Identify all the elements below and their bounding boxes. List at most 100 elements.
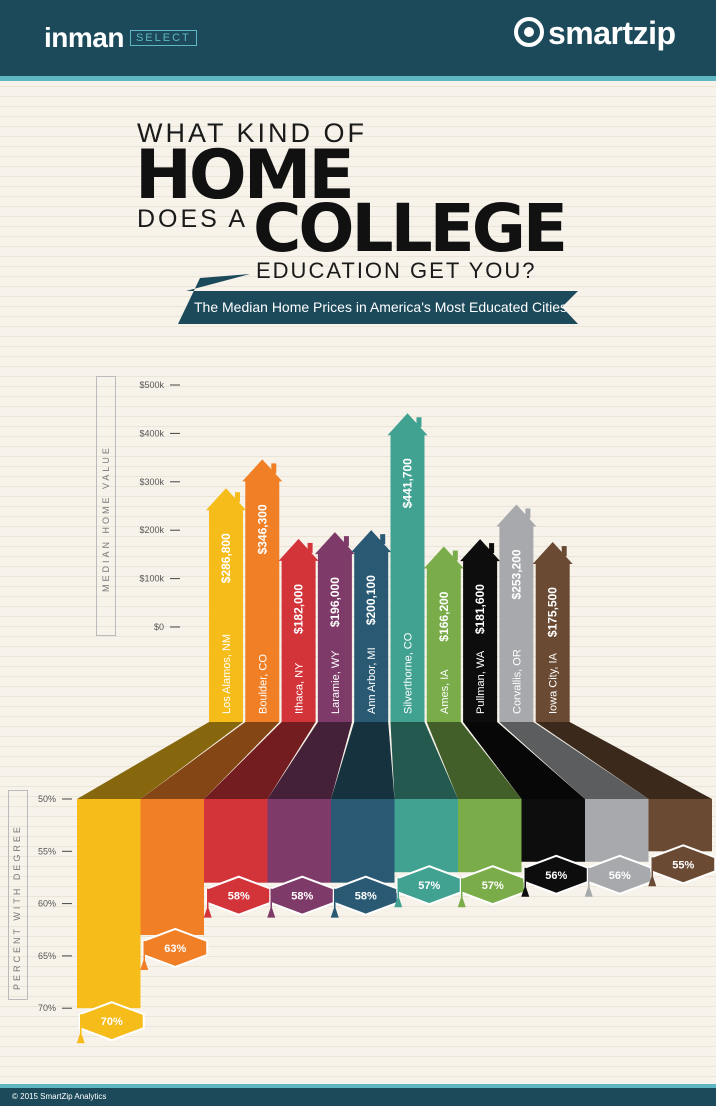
- connector-band: [140, 722, 280, 799]
- subtitle-banner: The Median Home Prices in America's Most…: [178, 291, 578, 324]
- y2-tick-label: 70%: [38, 1003, 56, 1013]
- chimney: [561, 546, 567, 557]
- degree-label: 58%: [355, 891, 377, 903]
- degree-column: [394, 799, 458, 873]
- degree-label: 55%: [672, 859, 694, 871]
- home-value-bar: [423, 546, 464, 722]
- connector-band: [204, 722, 316, 799]
- tassel-end: [584, 884, 593, 897]
- tassel-end: [648, 874, 657, 887]
- degree-label: 56%: [545, 870, 567, 882]
- degree-column: [77, 799, 141, 1009]
- home-value-bar: [496, 504, 537, 722]
- home-value-label: $286,800: [219, 533, 233, 583]
- city-label: Pullman, WA: [475, 650, 487, 714]
- home-value-bar: [532, 542, 573, 722]
- smartzip-target-icon: [514, 17, 544, 47]
- tassel-end: [457, 895, 466, 908]
- header-bar: inman SELECT smartzip: [0, 0, 716, 81]
- degree-hexagon: [78, 1001, 145, 1042]
- degree-column: [521, 799, 585, 862]
- degree-label: 63%: [164, 943, 186, 955]
- smartzip-logo: smartzip: [514, 15, 676, 52]
- city-label: Ithaca, NY: [294, 662, 306, 714]
- home-value-bar: [460, 539, 501, 722]
- chimney: [525, 508, 531, 519]
- y2-tick-label: 50%: [38, 794, 56, 804]
- home-value-label: $253,200: [509, 549, 523, 599]
- chimney: [380, 534, 386, 545]
- home-value-label: $441,700: [401, 458, 415, 508]
- city-label: Ann Arbor, MI: [366, 647, 378, 714]
- degree-hexagon: [650, 844, 716, 885]
- degree-column: [648, 799, 712, 852]
- home-value-label: $182,000: [292, 584, 306, 634]
- home-value-label: $346,300: [255, 504, 269, 554]
- chimney: [489, 543, 495, 554]
- title-line-2: HOME: [135, 136, 355, 215]
- degree-label: 57%: [482, 880, 504, 892]
- select-tag: SELECT: [129, 30, 197, 46]
- home-value-bar: [242, 459, 283, 722]
- tassel-end: [330, 905, 339, 918]
- chimney: [271, 463, 277, 474]
- home-value-bar: [314, 532, 355, 722]
- degree-column: [458, 799, 522, 873]
- chimney: [235, 492, 240, 503]
- chimney: [416, 417, 422, 428]
- connector-band: [426, 722, 522, 799]
- tassel-end: [203, 905, 212, 918]
- y1-tick-label: $400k: [139, 428, 164, 438]
- connector-band: [331, 722, 395, 799]
- y1-tick-label: $500k: [139, 380, 164, 390]
- title-line-3: DOES A: [137, 205, 249, 233]
- home-value-bar: [351, 530, 392, 722]
- footer-bar: © 2015 SmartZip Analytics: [0, 1084, 716, 1106]
- title-line-5: EDUCATION GET YOU?: [256, 258, 537, 283]
- tassel-end: [76, 1031, 85, 1044]
- subtitle-banner-shape: [178, 274, 578, 324]
- degree-label: 57%: [418, 880, 440, 892]
- connector-band: [463, 722, 585, 799]
- degree-column: [585, 799, 649, 862]
- degree-label: 58%: [228, 891, 250, 903]
- degree-column: [140, 799, 204, 935]
- city-label: Silverthorne, CO: [403, 632, 415, 714]
- degree-label: 70%: [101, 1016, 123, 1028]
- header-stripe: [0, 76, 716, 81]
- connector-band: [77, 722, 243, 799]
- copyright-text: © 2015 SmartZip Analytics: [12, 1092, 107, 1101]
- home-value-label: $181,600: [473, 584, 487, 634]
- degree-label: 56%: [609, 870, 631, 882]
- chimney: [307, 542, 313, 553]
- y1-tick-label: $200k: [139, 525, 164, 535]
- degree-hexagon: [142, 927, 209, 969]
- home-value-bar: [387, 413, 428, 722]
- title-line-4: COLLEGE: [253, 190, 568, 267]
- subtitle-text: The Median Home Prices in America's Most…: [194, 299, 568, 315]
- home-value-label: $200,100: [364, 575, 378, 625]
- inman-logo: inman SELECT: [44, 22, 197, 54]
- city-label: Laramie, WY: [330, 650, 342, 714]
- y2-tick-label: 60%: [38, 899, 56, 909]
- home-value-label: $196,000: [328, 577, 342, 627]
- degree-label: 58%: [291, 891, 313, 903]
- city-label: Iowa City, IA: [548, 652, 560, 714]
- tassel-end: [267, 905, 276, 918]
- home-value-bar: [206, 488, 246, 722]
- city-label: Los Alamos, NM: [221, 634, 233, 714]
- y1-axis-box: [96, 376, 116, 636]
- connector-band: [390, 722, 458, 799]
- city-label: Corvallis, OR: [511, 649, 523, 714]
- home-value-label: $175,500: [546, 587, 560, 637]
- tassel-end: [140, 957, 149, 970]
- degree-column: [267, 799, 331, 883]
- y1-tick-label: $100k: [139, 574, 164, 584]
- y1-tick-label: $300k: [139, 477, 164, 487]
- city-label: Boulder, CO: [257, 654, 269, 714]
- connector-band: [535, 722, 712, 799]
- y2-axis-box: [8, 790, 28, 1000]
- degree-column: [331, 799, 395, 883]
